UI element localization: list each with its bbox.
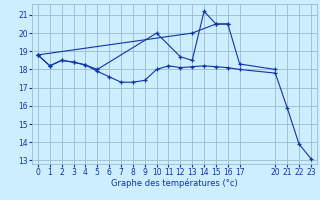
X-axis label: Graphe des températures (°c): Graphe des températures (°c)	[111, 179, 238, 188]
